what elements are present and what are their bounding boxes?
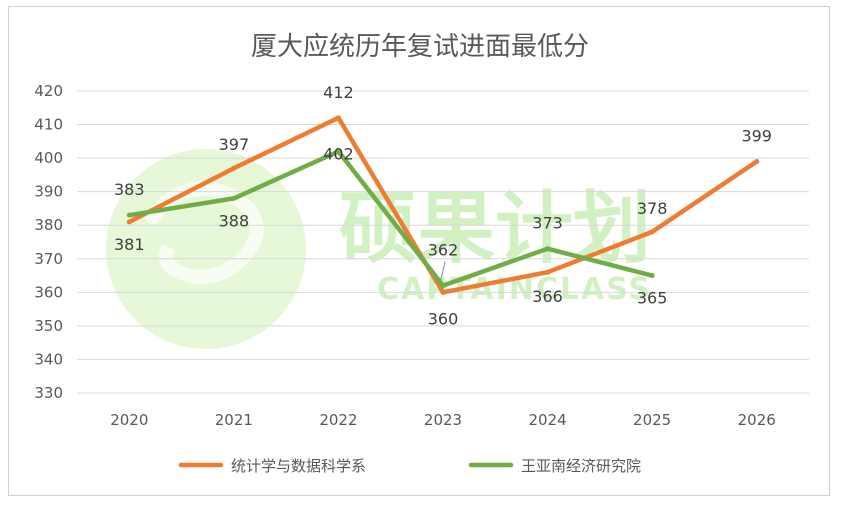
y-tick-label: 380 bbox=[34, 216, 63, 234]
x-tick-label: 2021 bbox=[215, 411, 253, 429]
data-point bbox=[231, 165, 237, 171]
data-label: 399 bbox=[741, 126, 772, 145]
y-tick-label: 390 bbox=[34, 183, 63, 201]
y-tick-label: 350 bbox=[34, 317, 63, 335]
data-label: 366 bbox=[532, 287, 563, 306]
data-label: 383 bbox=[114, 180, 145, 199]
y-tick-label: 420 bbox=[34, 82, 63, 100]
data-label: 362 bbox=[428, 241, 459, 260]
watermark-circle bbox=[106, 149, 306, 349]
x-tick-label: 2020 bbox=[110, 411, 148, 429]
chart-frame: 硕果计划 CAPTAINCLASS 厦大应统历年复试进面最低分 420 410 40… bbox=[8, 6, 830, 496]
data-point bbox=[126, 219, 132, 225]
data-point bbox=[649, 229, 655, 235]
data-point bbox=[545, 246, 551, 252]
data-label: 360 bbox=[428, 309, 459, 328]
legend-entry: 王亚南经济研究院 bbox=[521, 457, 641, 475]
y-tick-label: 370 bbox=[34, 250, 63, 268]
data-point bbox=[335, 148, 341, 154]
data-point bbox=[335, 115, 341, 121]
data-label: 397 bbox=[219, 135, 250, 154]
y-tick-label: 400 bbox=[34, 149, 63, 167]
x-tick-label: 2026 bbox=[738, 411, 776, 429]
data-label: 381 bbox=[114, 235, 145, 254]
x-tick-label: 2022 bbox=[319, 411, 357, 429]
y-tick-label: 330 bbox=[34, 384, 63, 402]
chart-title: 厦大应统历年复试进面最低分 bbox=[251, 32, 589, 62]
data-point bbox=[440, 283, 446, 289]
data-point bbox=[649, 273, 655, 279]
y-tick-label: 340 bbox=[34, 350, 63, 368]
legend-entry: 统计学与数据科学系 bbox=[231, 457, 366, 475]
data-label: 365 bbox=[637, 289, 668, 308]
data-label: 378 bbox=[637, 199, 668, 218]
data-labels: 381 397 412 360 366 378 399 383 388 402 362 373 365 bbox=[114, 83, 772, 328]
x-axis: 2020 2021 2022 2023 2024 2025 2026 bbox=[110, 411, 776, 429]
grid-lines bbox=[77, 90, 809, 394]
series-line bbox=[127, 149, 655, 288]
watermark-logo: 硕果计划 CAPTAINCLASS bbox=[106, 149, 651, 349]
leader-line bbox=[440, 261, 446, 280]
y-tick-label: 410 bbox=[34, 116, 63, 134]
x-tick-label: 2025 bbox=[633, 411, 671, 429]
data-label: 412 bbox=[323, 83, 354, 102]
x-tick-label: 2023 bbox=[424, 411, 462, 429]
data-point bbox=[231, 195, 237, 201]
legend: 统计学与数据科学系 王亚南经济研究院 bbox=[178, 457, 641, 475]
data-point bbox=[545, 269, 551, 275]
data-point bbox=[440, 289, 446, 295]
data-label: 373 bbox=[532, 214, 563, 233]
y-tick-label: 360 bbox=[34, 283, 63, 301]
series-group bbox=[126, 115, 760, 295]
data-label: 402 bbox=[323, 144, 354, 163]
x-tick-label: 2024 bbox=[528, 411, 566, 429]
data-point bbox=[126, 212, 132, 218]
y-axis: 420 410 400 390 380 370 360 350 340 330 bbox=[34, 82, 63, 402]
data-label: 388 bbox=[219, 211, 250, 230]
data-point bbox=[754, 158, 760, 164]
line-chart: 硕果计划 CAPTAINCLASS 厦大应统历年复试进面最低分 420 410 40… bbox=[34, 32, 809, 475]
